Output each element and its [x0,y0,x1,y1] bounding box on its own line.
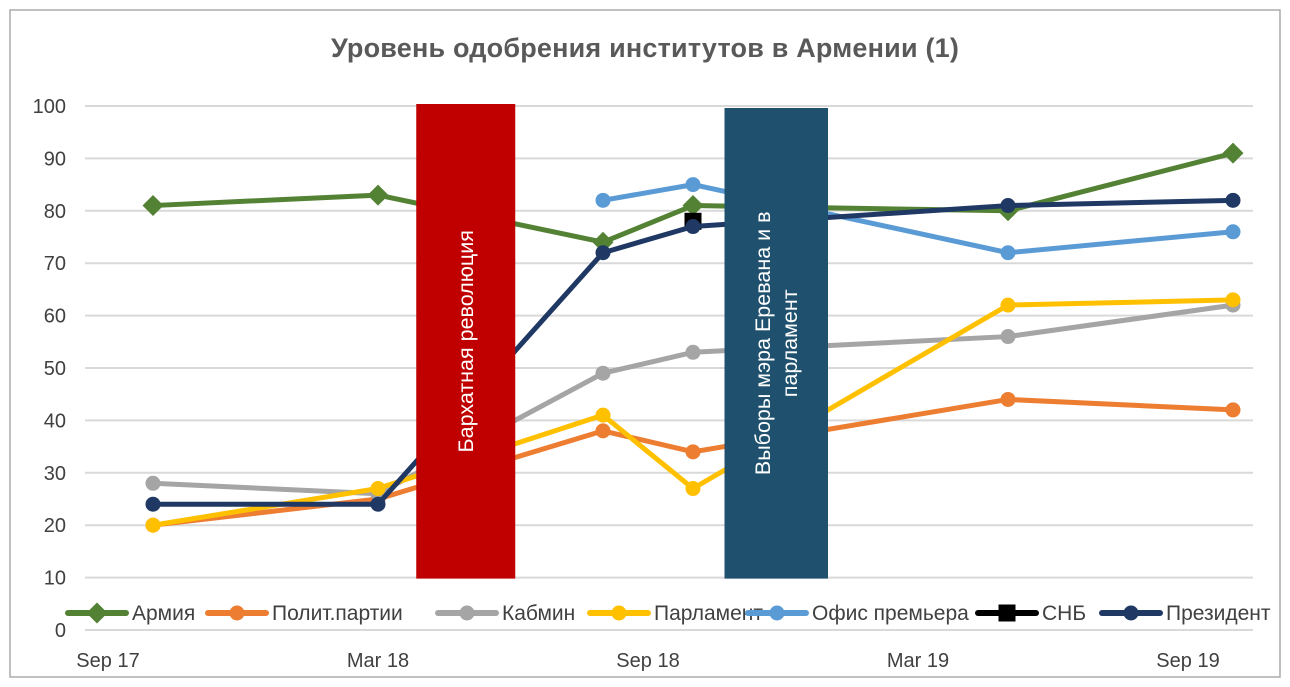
y-axis-tick-label: 90 [44,148,66,170]
series-line [152,302,1234,497]
data-point-marker [1000,329,1016,345]
event-band-rect [416,104,516,579]
event-band-2: Выборы мэра Еревана и в парламент [724,108,828,579]
data-point-marker [1000,245,1016,261]
data-point-marker [685,444,701,460]
data-point-marker [1225,292,1241,308]
legend-marker [769,605,785,621]
data-point-marker [685,481,701,497]
data-point-marker [685,344,701,360]
data-point-marker [1222,142,1244,164]
event-band-label: Выборы мэра Еревана и в [751,211,775,475]
legend-item-2: Полит.партии [205,602,403,625]
legend-item-3: Кабмин [435,602,575,625]
data-point-marker [370,496,386,512]
data-point-marker [1000,297,1016,313]
event-band-rect [724,108,828,579]
x-axis-tick-label: Sep 18 [616,650,679,672]
legend-marker [229,605,245,621]
x-axis-tick-label: Sep 19 [1156,650,1219,672]
series-4 [145,292,1241,533]
series-line [153,197,1234,507]
series-7 [145,192,1241,512]
data-point-marker [1000,198,1016,214]
grid-and-axes: 0 10 20 30 40 50 60 70 80 90 100 Sep 17 Mar 18 Sep 18… [33,96,1253,672]
legend-label: Полит.партии [272,602,403,625]
chart-border [9,9,1281,678]
legend-marker [86,602,108,624]
legend-item-5: Офис премьера [745,602,969,625]
legend: Армия Полит.партии Кабмин Парламент Офис пре… [65,602,1271,625]
legend-item-4: Парламент [587,602,763,625]
series-line [602,182,1234,256]
data-point-marker [142,195,164,217]
y-axis-tick-label: 100 [33,96,66,118]
legend-item-1: Армия [65,602,195,625]
y-axis-tick-label: 80 [44,201,66,223]
data-point-marker [1000,391,1016,407]
x-axis-tick-label: Mar 19 [887,650,949,672]
series-2 [145,391,1241,533]
y-axis-tick-label: 40 [44,410,66,432]
y-axis-tick-label: 50 [44,358,66,380]
series-1 [142,142,1244,253]
data-point-marker [595,192,611,208]
legend-label: Парламент [654,602,763,625]
data-point-marker [685,219,701,235]
data-point-marker [1225,224,1241,240]
legend-marker [998,604,1016,622]
y-axis-tick-label: 20 [44,515,66,537]
data-point-marker [1225,192,1241,208]
data-point-marker [370,481,386,497]
data-point-marker [685,177,701,193]
legend-marker [611,605,627,621]
chart-title: Уровень одобрения институтов в Армении (… [330,33,960,63]
legend-label: Офис премьера [812,602,969,625]
event-band-label: Бархатная революция [454,230,478,452]
event-band-1: Бархатная революция [416,104,516,579]
legend-label: СНБ [1042,602,1086,625]
legend-label: Президент [1166,602,1271,625]
data-point-marker [145,517,161,533]
x-axis-tick-label: Sep 17 [76,650,139,672]
series-line [152,150,1234,245]
data-point-marker [595,423,611,439]
y-axis-tick-label: 30 [44,463,66,485]
legend-item-7: Президент [1099,602,1271,625]
data-point-marker [367,184,389,206]
series-line [152,297,1234,528]
y-axis-tick-label: 70 [44,253,66,275]
series-5 [595,177,1241,261]
y-axis-tick-label: 60 [44,306,66,328]
data-point-marker [595,365,611,381]
y-axis-tick-label: 10 [44,568,66,590]
data-point-marker [595,245,611,261]
y-axis-tick-label: 0 [55,620,66,642]
data-point-marker [145,496,161,512]
data-point-marker [1225,402,1241,418]
legend-label: Армия [132,602,195,625]
data-point-marker [595,407,611,423]
legend-item-6: СНБ [975,602,1086,625]
legend-marker [1123,605,1139,621]
data-point-marker [682,195,704,217]
x-axis-tick-label: Mar 18 [347,650,409,672]
legend-marker [459,605,475,621]
legend-label: Кабмин [502,602,575,625]
data-point-marker [145,475,161,491]
event-band-label: парламент [778,289,802,397]
series-3 [145,297,1241,502]
